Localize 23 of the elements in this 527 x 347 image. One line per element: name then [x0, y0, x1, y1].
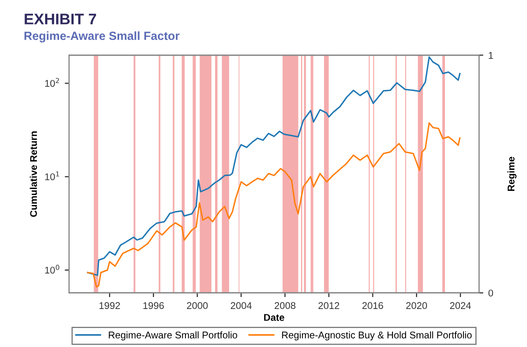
chart-title: EXHIBIT 7 [24, 14, 96, 24]
legend-label: Regime-Agnostic Buy & Hold Small Portfolio [282, 331, 472, 340]
y-tick-label: 10$^{2}$ [45, 78, 60, 87]
x-tick-label: 2004 [230, 302, 252, 310]
x-tick-label: 2000 [186, 302, 208, 310]
x-tick-label: 1992 [100, 302, 120, 310]
y-tick-label: 10$^{1}$ [45, 171, 60, 180]
y2-tick-label: 1 [488, 52, 494, 59]
y-tick-label: 10$^{0}$ [45, 264, 60, 274]
x-tick-label: 1996 [143, 302, 164, 310]
line-series [86, 56, 461, 276]
chart-subtitle: Regime-Aware Small Factor [24, 31, 180, 42]
x-tick-label: 2012 [318, 302, 340, 310]
x-axis-title: Date [264, 314, 284, 321]
x-tick-label: 2020 [406, 302, 427, 310]
x-tick-label: 2008 [274, 302, 296, 310]
x-tick-label: 2016 [362, 302, 384, 310]
line-series [86, 122, 461, 288]
x-tick-label: 2024 [450, 302, 471, 310]
y-axis-title: Cumulative Return [30, 131, 37, 217]
y2-tick-label: 0 [488, 290, 494, 296]
y2-axis-title: Regime [507, 156, 516, 191]
legend-label: Regime-Aware Small Portfolio [108, 331, 238, 340]
